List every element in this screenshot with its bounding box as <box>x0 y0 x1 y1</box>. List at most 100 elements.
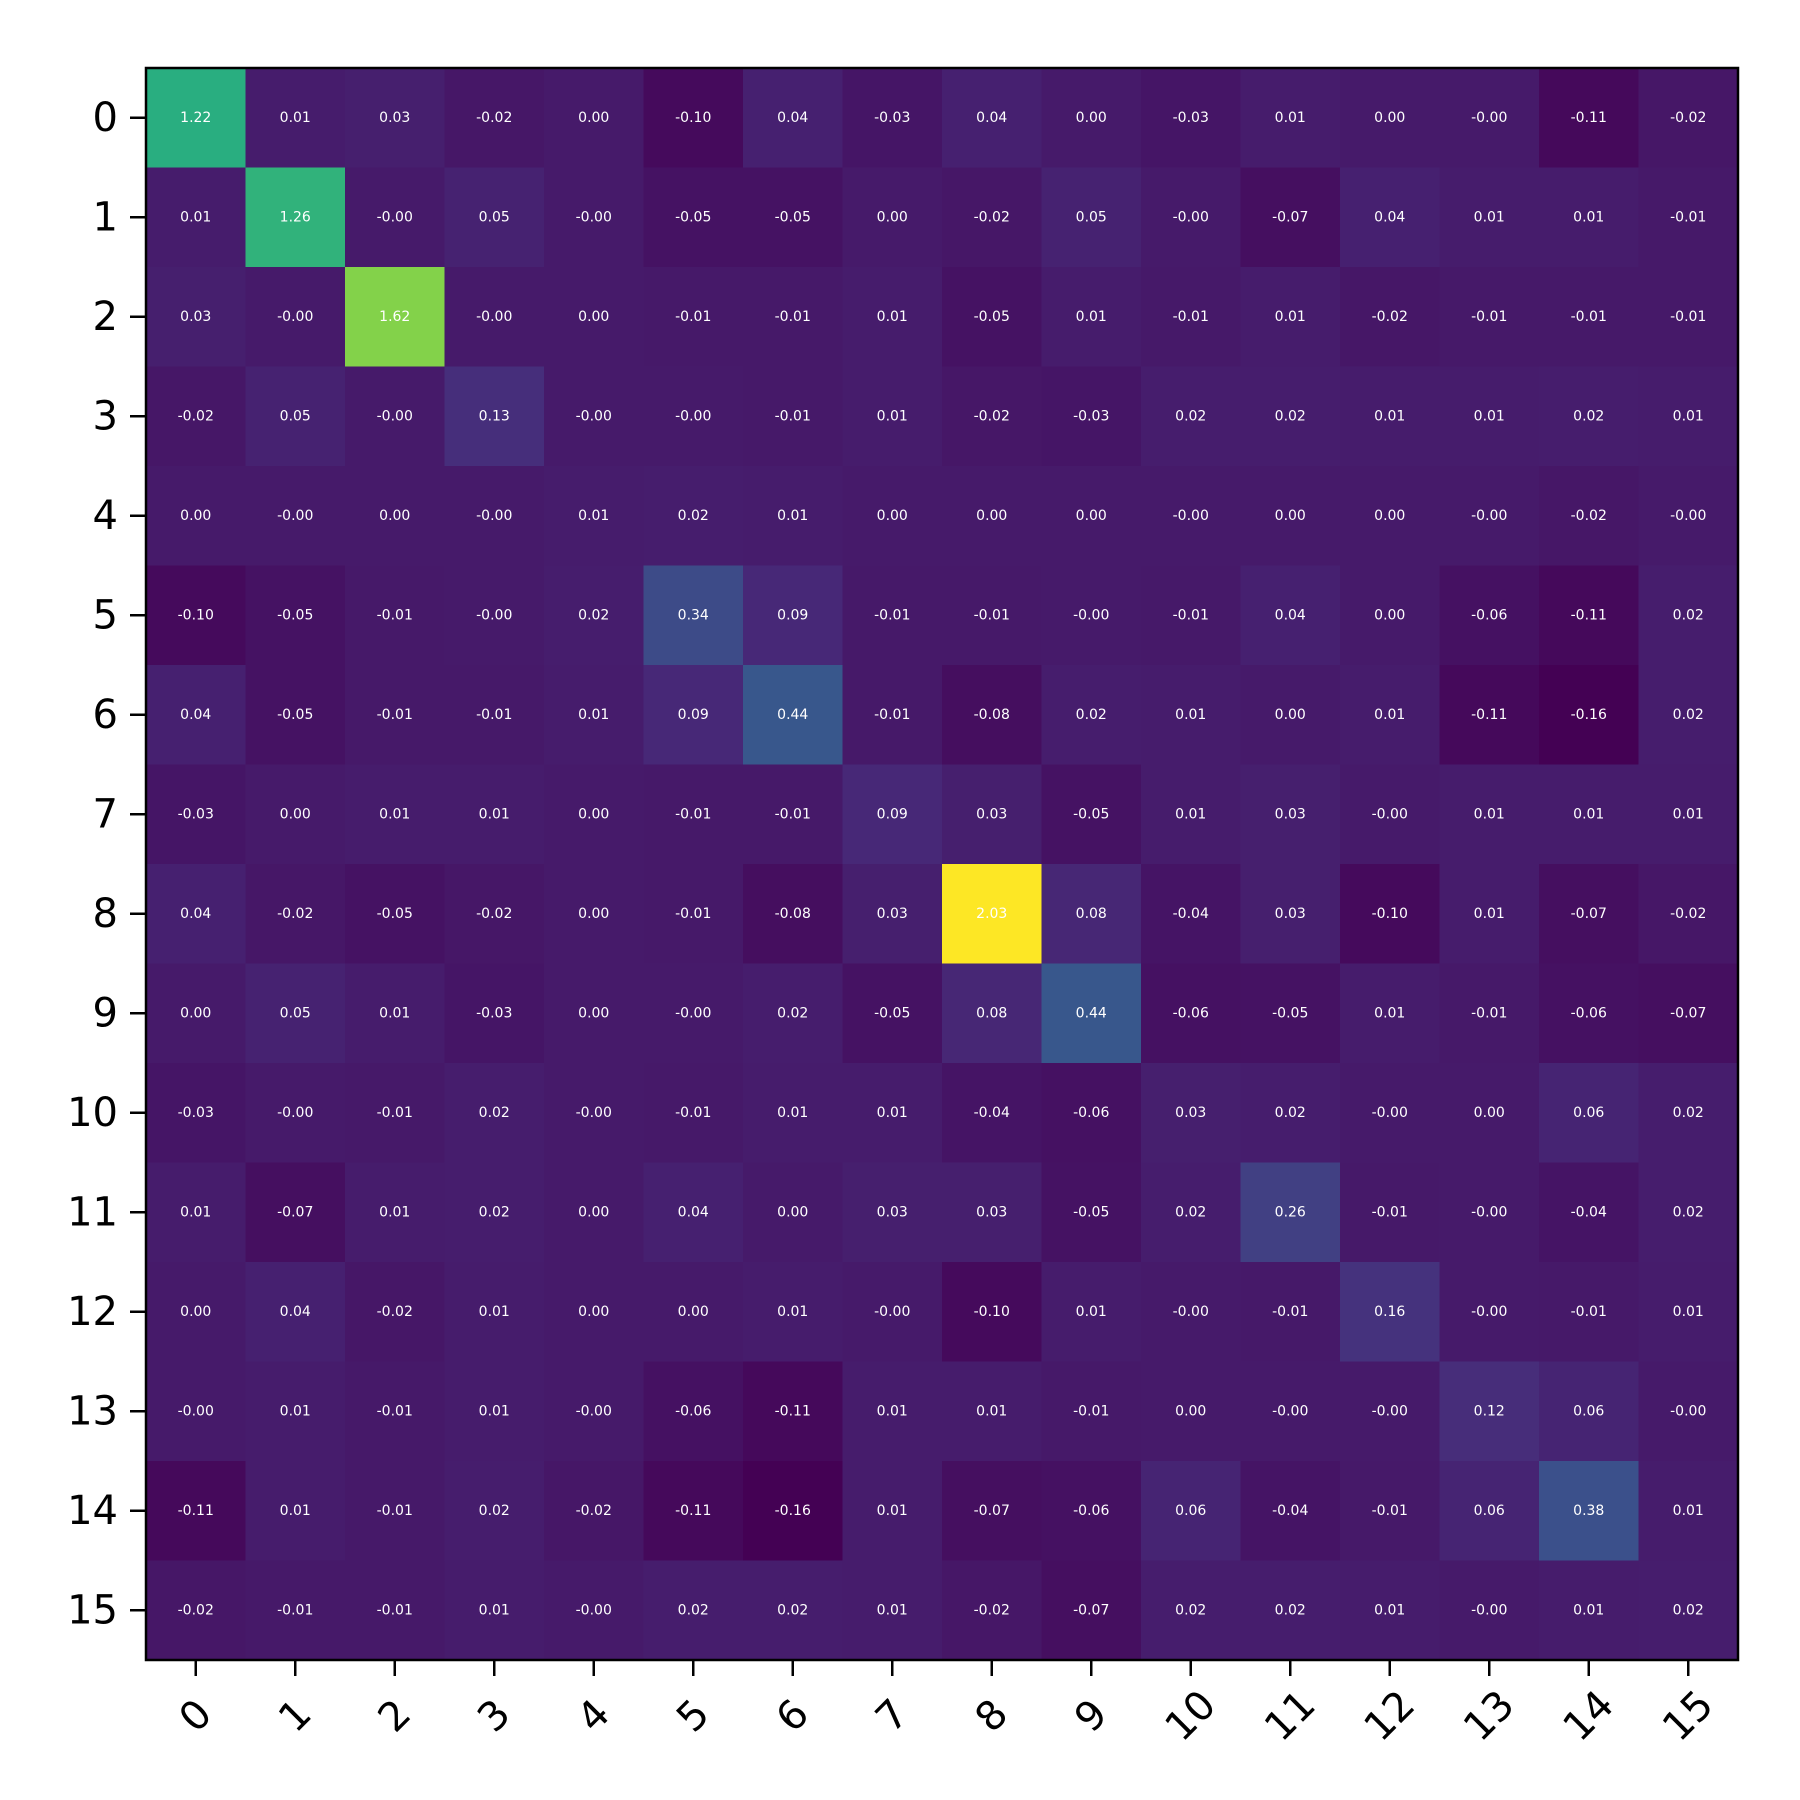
cell-label-2-0: 0.03 <box>180 309 211 325</box>
cell-label-5-12: 0.00 <box>1374 607 1405 623</box>
cell-label-8-13: 0.01 <box>1474 906 1505 922</box>
cell-label-13-0: -0.00 <box>178 1403 214 1419</box>
cell-label-2-5: -0.01 <box>675 309 711 325</box>
heatmap-cell-8-13 <box>1439 864 1540 965</box>
cell-label-4-13: -0.00 <box>1471 508 1507 524</box>
cell-label-15-7: 0.01 <box>877 1602 908 1618</box>
heatmap-cell-5-10 <box>1141 565 1242 666</box>
heatmap-cell-6-3 <box>444 665 545 766</box>
cell-label-7-12: -0.00 <box>1372 806 1408 822</box>
heatmap-cell-4-9 <box>1041 466 1142 567</box>
cell-label-6-4: 0.01 <box>578 707 609 723</box>
cell-label-2-7: 0.01 <box>877 309 908 325</box>
heatmap-cell-11-6 <box>743 1162 844 1263</box>
cell-label-3-4: -0.00 <box>576 408 612 424</box>
cell-label-11-6: 0.00 <box>777 1204 808 1220</box>
cell-label-8-5: -0.01 <box>675 906 711 922</box>
heatmap-cell-11-11 <box>1240 1162 1341 1263</box>
cell-label-10-1: -0.00 <box>277 1105 313 1121</box>
heatmap-cell-14-12 <box>1340 1461 1441 1562</box>
cell-label-4-9: 0.00 <box>1076 508 1107 524</box>
heatmap-cell-6-4 <box>544 665 645 766</box>
heatmap-cell-4-15 <box>1638 466 1739 567</box>
cell-label-12-5: 0.00 <box>678 1304 709 1320</box>
heatmap-cell-8-5 <box>643 864 744 965</box>
cell-label-4-0: 0.00 <box>180 508 211 524</box>
cell-label-8-12: -0.10 <box>1372 906 1408 922</box>
cell-label-4-12: 0.00 <box>1374 508 1405 524</box>
cell-label-11-0: 0.01 <box>180 1204 211 1220</box>
cell-label-1-8: -0.02 <box>974 209 1010 225</box>
heatmap-cell-5-0 <box>146 565 247 666</box>
cell-label-10-6: 0.01 <box>777 1105 808 1121</box>
cell-label-10-7: 0.01 <box>877 1105 908 1121</box>
heatmap-cell-11-0 <box>146 1162 247 1263</box>
heatmap-cell-3-12 <box>1340 366 1441 467</box>
heatmap-cell-15-11 <box>1240 1560 1341 1661</box>
cell-label-13-13: 0.12 <box>1474 1403 1505 1419</box>
cell-label-3-0: -0.02 <box>178 408 214 424</box>
heatmap-cell-15-13 <box>1439 1560 1540 1661</box>
heatmap-cell-3-7 <box>842 366 943 467</box>
heatmap-cell-15-9 <box>1041 1560 1142 1661</box>
heatmap-cell-7-4 <box>544 764 645 865</box>
cell-label-12-14: -0.01 <box>1571 1304 1607 1320</box>
cell-label-0-10: -0.03 <box>1173 110 1209 126</box>
cell-label-14-15: 0.01 <box>1673 1503 1704 1519</box>
cell-label-15-8: -0.02 <box>974 1602 1010 1618</box>
heatmap-cell-7-12 <box>1340 764 1441 865</box>
heatmap-cell-5-14 <box>1539 565 1640 666</box>
cell-label-1-6: -0.05 <box>775 209 811 225</box>
cell-label-14-5: -0.11 <box>675 1503 711 1519</box>
heatmap-cell-2-13 <box>1439 267 1540 368</box>
y-tick-label-6: 6 <box>93 692 118 738</box>
cell-label-12-12: 0.16 <box>1374 1304 1405 1320</box>
heatmap-cell-5-9 <box>1041 565 1142 666</box>
heatmap-cell-14-5 <box>643 1461 744 1562</box>
heatmap-cell-6-1 <box>245 665 346 766</box>
heatmap-cell-5-3 <box>444 565 545 666</box>
heatmap-cell-4-1 <box>245 466 346 567</box>
heatmap-cell-5-12 <box>1340 565 1441 666</box>
heatmap-cell-9-13 <box>1439 963 1540 1064</box>
heatmap-cell-6-14 <box>1539 665 1640 766</box>
cell-label-1-0: 0.01 <box>180 209 211 225</box>
cell-label-4-5: 0.02 <box>678 508 709 524</box>
cell-label-0-11: 0.01 <box>1275 110 1306 126</box>
heatmap-cell-4-14 <box>1539 466 1640 567</box>
cell-label-5-7: -0.01 <box>874 607 910 623</box>
cell-label-0-7: -0.03 <box>874 110 910 126</box>
heatmap-cell-15-0 <box>146 1560 247 1661</box>
cell-label-0-14: -0.11 <box>1571 110 1607 126</box>
heatmap-cell-11-13 <box>1439 1162 1540 1263</box>
heatmap-cell-13-3 <box>444 1361 545 1462</box>
heatmap-cell-9-0 <box>146 963 247 1064</box>
cell-label-10-12: -0.00 <box>1372 1105 1408 1121</box>
heatmap-cell-4-6 <box>743 466 844 567</box>
heatmap-cell-3-5 <box>643 366 744 467</box>
cell-label-8-8: 2.03 <box>976 906 1007 922</box>
cell-label-2-2: 1.62 <box>379 309 410 325</box>
heatmap-cell-7-14 <box>1539 764 1640 865</box>
cell-label-13-10: 0.00 <box>1175 1403 1206 1419</box>
heatmap-cell-8-2 <box>345 864 446 965</box>
heatmap-cell-10-6 <box>743 1063 844 1164</box>
cell-label-1-1: 1.26 <box>280 209 311 225</box>
heatmap-cell-8-12 <box>1340 864 1441 965</box>
cell-label-7-9: -0.05 <box>1073 806 1109 822</box>
cell-label-14-13: 0.06 <box>1474 1503 1505 1519</box>
cell-label-1-4: -0.00 <box>576 209 612 225</box>
cell-label-1-11: -0.07 <box>1272 209 1308 225</box>
heatmap-cell-11-8 <box>942 1162 1043 1263</box>
cell-label-10-0: -0.03 <box>178 1105 214 1121</box>
heatmap-cell-6-2 <box>345 665 446 766</box>
heatmap-cell-8-0 <box>146 864 247 965</box>
heatmap-cell-13-13 <box>1439 1361 1540 1462</box>
y-tick-label-0: 0 <box>93 95 118 141</box>
heatmap-cell-7-9 <box>1041 764 1142 865</box>
y-tick-label-11: 11 <box>67 1189 118 1235</box>
heatmap-cell-5-6 <box>743 565 844 666</box>
heatmap-cell-9-7 <box>842 963 943 1064</box>
cell-label-5-13: -0.06 <box>1471 607 1507 623</box>
